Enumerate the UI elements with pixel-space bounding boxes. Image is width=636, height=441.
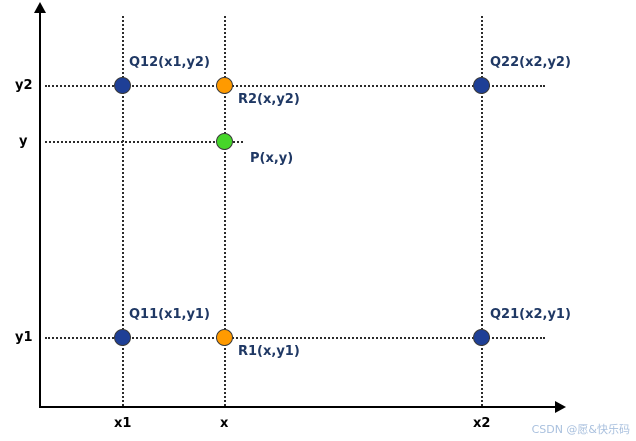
x-tick-x1: x1	[114, 416, 132, 431]
label-q21: Q21(x2,y1)	[490, 307, 571, 322]
x-axis-line	[39, 406, 557, 408]
gridline-x	[224, 16, 226, 406]
label-r1: R1(x,y1)	[238, 344, 300, 359]
gridline-y	[45, 141, 243, 143]
point-q21	[473, 329, 490, 346]
label-p: P(x,y)	[250, 151, 294, 166]
gridline-y1	[45, 337, 545, 339]
y-tick-y: y	[19, 134, 28, 149]
point-r1	[216, 329, 233, 346]
label-q22: Q22(x2,y2)	[490, 55, 571, 70]
point-q22	[473, 77, 490, 94]
point-p	[216, 133, 233, 150]
y-axis-line	[39, 12, 41, 408]
y-axis-arrow-icon	[34, 2, 46, 13]
watermark: CSDN @愿&快乐码	[531, 423, 630, 436]
y-tick-y2: y2	[15, 78, 33, 93]
point-r2	[216, 77, 233, 94]
y-tick-y1: y1	[15, 330, 33, 345]
x-tick-x: x	[220, 416, 229, 431]
x-axis-arrow-icon	[555, 401, 566, 413]
x-tick-x2: x2	[473, 416, 491, 431]
gridline-x2	[481, 16, 483, 406]
label-r2: R2(x,y2)	[238, 92, 300, 107]
gridline-y2	[45, 85, 545, 87]
gridline-x1	[122, 16, 124, 406]
point-q12	[114, 77, 131, 94]
label-q12: Q12(x1,y2)	[129, 55, 210, 70]
label-q11: Q11(x1,y1)	[129, 307, 210, 322]
point-q11	[114, 329, 131, 346]
